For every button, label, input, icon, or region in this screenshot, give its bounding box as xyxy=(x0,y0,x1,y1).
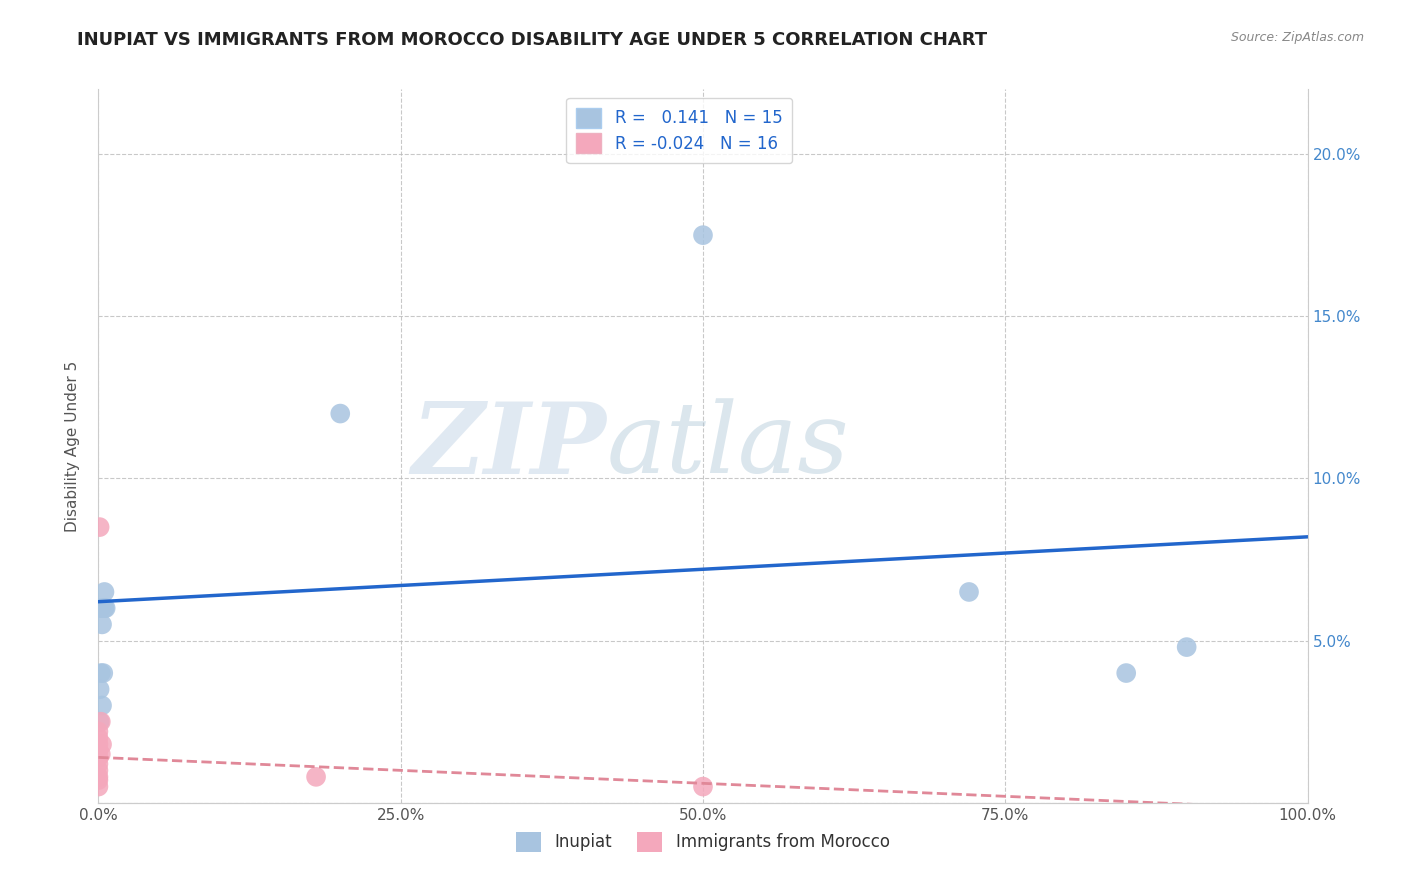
Text: INUPIAT VS IMMIGRANTS FROM MOROCCO DISABILITY AGE UNDER 5 CORRELATION CHART: INUPIAT VS IMMIGRANTS FROM MOROCCO DISAB… xyxy=(77,31,987,49)
Point xyxy=(93,585,115,599)
Point xyxy=(957,585,980,599)
Point xyxy=(91,738,114,752)
Point xyxy=(87,744,110,758)
Point xyxy=(87,756,110,771)
Point xyxy=(692,780,714,794)
Point xyxy=(87,764,110,778)
Point xyxy=(89,682,111,697)
Point xyxy=(87,738,110,752)
Point xyxy=(90,747,112,761)
Point xyxy=(87,724,110,739)
Point xyxy=(89,520,111,534)
Point xyxy=(91,617,114,632)
Point xyxy=(87,773,110,788)
Point xyxy=(1115,666,1137,681)
Point xyxy=(87,780,110,794)
Text: ZIP: ZIP xyxy=(412,398,606,494)
Point xyxy=(692,228,714,243)
Point xyxy=(91,698,114,713)
Point xyxy=(91,666,114,681)
Point xyxy=(87,731,110,745)
Point xyxy=(305,770,328,784)
Point xyxy=(90,666,112,681)
Point xyxy=(94,601,117,615)
Point xyxy=(1175,640,1198,654)
Point xyxy=(87,770,110,784)
Text: atlas: atlas xyxy=(606,399,849,493)
Y-axis label: Disability Age Under 5: Disability Age Under 5 xyxy=(65,360,80,532)
Point xyxy=(90,714,112,729)
Legend: Inupiat, Immigrants from Morocco: Inupiat, Immigrants from Morocco xyxy=(510,825,896,859)
Point xyxy=(329,407,352,421)
Point xyxy=(87,750,110,764)
Point xyxy=(89,714,111,729)
Point xyxy=(93,601,115,615)
Text: Source: ZipAtlas.com: Source: ZipAtlas.com xyxy=(1230,31,1364,45)
Point xyxy=(90,601,112,615)
